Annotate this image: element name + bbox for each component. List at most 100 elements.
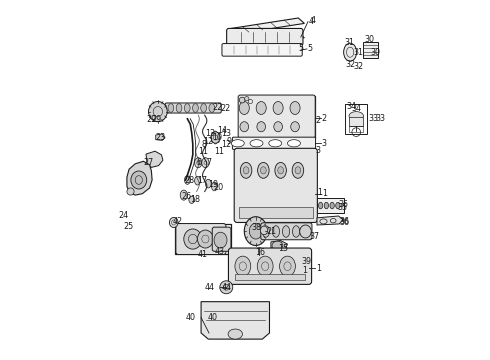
Ellipse shape: [209, 104, 215, 112]
Ellipse shape: [280, 256, 295, 276]
Ellipse shape: [193, 104, 198, 112]
Text: 33: 33: [375, 113, 385, 122]
Text: 38: 38: [251, 223, 262, 232]
Ellipse shape: [217, 140, 220, 143]
Ellipse shape: [256, 102, 266, 114]
Ellipse shape: [214, 131, 217, 134]
FancyBboxPatch shape: [176, 224, 226, 255]
Ellipse shape: [184, 229, 202, 249]
Text: 5: 5: [298, 44, 303, 53]
Ellipse shape: [240, 162, 252, 178]
Ellipse shape: [256, 248, 263, 255]
Polygon shape: [317, 216, 343, 225]
Text: 36: 36: [339, 218, 349, 227]
Text: 37: 37: [310, 233, 320, 241]
Ellipse shape: [228, 329, 243, 339]
Ellipse shape: [212, 182, 217, 191]
Polygon shape: [271, 240, 288, 250]
Ellipse shape: [148, 102, 167, 122]
Text: 23: 23: [156, 133, 166, 142]
Ellipse shape: [261, 167, 266, 174]
Ellipse shape: [180, 190, 187, 200]
Ellipse shape: [239, 97, 245, 103]
Ellipse shape: [214, 232, 227, 248]
Text: 5: 5: [308, 44, 313, 53]
Bar: [349, 117, 364, 126]
Text: 3: 3: [315, 146, 320, 155]
FancyBboxPatch shape: [212, 227, 231, 251]
Bar: [363, 42, 378, 58]
Text: 42: 42: [172, 217, 182, 226]
Text: 11: 11: [215, 148, 224, 156]
Text: 11: 11: [198, 148, 208, 156]
Ellipse shape: [185, 176, 190, 184]
Ellipse shape: [297, 257, 306, 267]
FancyBboxPatch shape: [234, 148, 318, 222]
Ellipse shape: [245, 217, 268, 246]
Bar: [175, 224, 231, 254]
Ellipse shape: [272, 226, 280, 237]
Ellipse shape: [292, 162, 304, 178]
FancyBboxPatch shape: [165, 103, 221, 113]
Text: 34: 34: [346, 102, 357, 111]
Text: 6: 6: [196, 158, 201, 167]
Ellipse shape: [257, 122, 266, 132]
Ellipse shape: [343, 43, 357, 61]
Text: 41: 41: [197, 251, 207, 259]
Ellipse shape: [274, 122, 282, 132]
FancyBboxPatch shape: [222, 44, 302, 56]
Ellipse shape: [257, 256, 273, 276]
Ellipse shape: [293, 226, 300, 237]
Ellipse shape: [290, 102, 300, 114]
Ellipse shape: [272, 241, 283, 250]
Ellipse shape: [189, 196, 195, 203]
Ellipse shape: [261, 226, 268, 235]
Ellipse shape: [269, 140, 282, 147]
Text: 1: 1: [316, 264, 321, 273]
Text: 21: 21: [266, 227, 276, 236]
Ellipse shape: [243, 167, 249, 174]
Text: 8: 8: [202, 140, 207, 149]
Ellipse shape: [282, 226, 290, 237]
Text: 25: 25: [123, 222, 134, 231]
Ellipse shape: [202, 158, 209, 168]
Text: 40: 40: [186, 313, 196, 322]
Text: 12: 12: [204, 136, 214, 145]
Ellipse shape: [262, 226, 270, 237]
Text: 3: 3: [321, 139, 326, 148]
Text: 26: 26: [181, 192, 191, 201]
Text: 40: 40: [207, 313, 217, 322]
Ellipse shape: [249, 223, 262, 239]
Ellipse shape: [318, 202, 323, 209]
Text: 22: 22: [220, 104, 231, 113]
Text: 17: 17: [197, 176, 208, 185]
Ellipse shape: [211, 132, 220, 143]
Ellipse shape: [168, 104, 174, 112]
Text: 39: 39: [302, 256, 312, 265]
Text: 43: 43: [215, 247, 224, 256]
Text: 9: 9: [226, 136, 231, 145]
Ellipse shape: [273, 102, 283, 114]
Ellipse shape: [195, 158, 202, 168]
Ellipse shape: [176, 104, 182, 112]
Text: 15: 15: [278, 244, 288, 253]
Bar: [239, 207, 313, 218]
Ellipse shape: [295, 167, 301, 174]
Text: 13: 13: [221, 129, 232, 138]
Ellipse shape: [288, 140, 300, 147]
Ellipse shape: [220, 281, 233, 294]
Text: 13: 13: [205, 129, 216, 138]
Text: 35: 35: [339, 200, 349, 209]
Text: 34: 34: [351, 104, 361, 112]
Ellipse shape: [336, 202, 340, 209]
Text: 20: 20: [213, 184, 223, 192]
Bar: [345, 104, 368, 134]
FancyBboxPatch shape: [232, 137, 316, 149]
Ellipse shape: [278, 167, 284, 174]
Text: 27: 27: [144, 158, 154, 167]
Ellipse shape: [330, 202, 334, 209]
Bar: [235, 274, 305, 280]
Ellipse shape: [240, 122, 248, 132]
Text: 10: 10: [212, 133, 222, 142]
Ellipse shape: [127, 188, 134, 195]
